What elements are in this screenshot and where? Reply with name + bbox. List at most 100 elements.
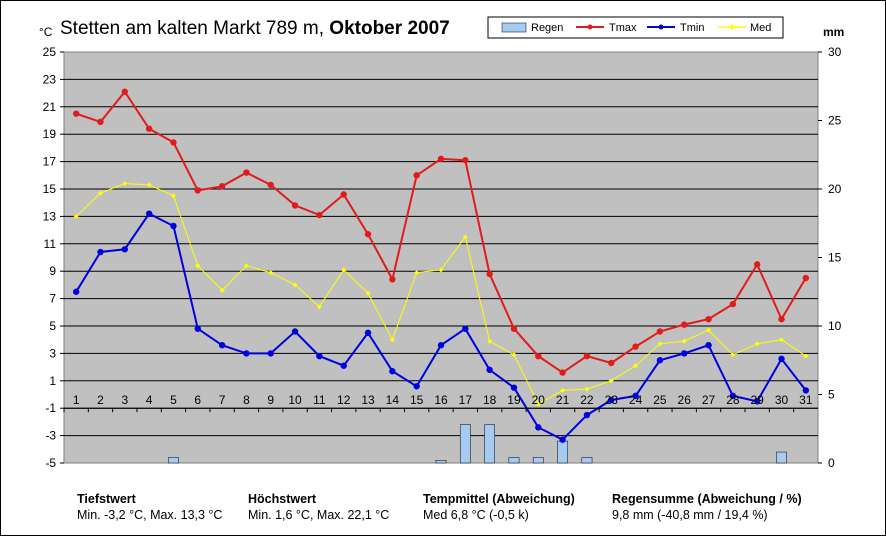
- point-tmin: [291, 328, 299, 335]
- x-tick-label: 1: [73, 393, 80, 407]
- point-tmax: [437, 155, 445, 163]
- point-med: [122, 181, 128, 187]
- x-tick-label: 6: [194, 393, 201, 407]
- point-tmin: [729, 392, 737, 400]
- stat-tiefstwert-value: Min. -3,2 °C, Max. 13,3 °C: [77, 508, 223, 522]
- stat-tempmittel-value: Med 6,8 °C (-0,5 k): [423, 508, 529, 522]
- bar-regen: [532, 457, 544, 464]
- point-tmin: [194, 325, 201, 332]
- point-med: [681, 338, 687, 344]
- x-tick-label: 24: [629, 393, 643, 407]
- point-med: [462, 234, 468, 240]
- y-left-tick-label: 21: [43, 100, 57, 114]
- y-right-tick-label: 0: [828, 456, 835, 470]
- x-tick-label: 3: [121, 393, 128, 407]
- x-tick-label: 16: [434, 393, 448, 407]
- x-tick-label: 20: [532, 393, 546, 407]
- point-tmax: [72, 110, 80, 117]
- bar-regen: [508, 457, 520, 464]
- x-tick-label: 2: [97, 393, 104, 407]
- legend: Regen Tmax Tmin Med: [487, 16, 784, 39]
- y-right-tick-label: 5: [828, 388, 835, 402]
- bar-regen: [581, 457, 593, 464]
- point-med: [219, 287, 225, 293]
- y-right-tick-label: 25: [828, 114, 842, 128]
- point-tmax: [218, 183, 226, 190]
- point-tmax: [267, 181, 274, 189]
- x-tick-label: 8: [243, 393, 250, 407]
- y-left-tick-label: 17: [43, 155, 57, 169]
- point-med: [730, 352, 736, 358]
- title-month: Oktober: [329, 18, 402, 39]
- left-unit: °C: [39, 25, 53, 39]
- x-tick-label: 11: [313, 393, 326, 407]
- point-med: [754, 341, 760, 347]
- point-tmax: [608, 359, 615, 367]
- y-right-tick-label: 20: [828, 182, 842, 196]
- point-tmin: [632, 392, 639, 400]
- point-tmin: [535, 424, 542, 431]
- point-tmin: [681, 350, 688, 357]
- point-med: [633, 363, 639, 369]
- stat-tempmittel-heading: Tempmittel (Abweichung): [423, 492, 575, 506]
- x-tick-label: 19: [507, 393, 521, 407]
- stat-regensumme-value: 9,8 mm (-40,8 mm / 19,4 %): [612, 508, 768, 522]
- point-med: [292, 282, 298, 288]
- x-tick-label: 14: [386, 393, 400, 407]
- point-tmin: [243, 350, 250, 357]
- point-tmin: [486, 366, 493, 374]
- x-tick-label: 17: [459, 393, 473, 407]
- x-tick-label: 18: [483, 393, 497, 407]
- x-tick-label: 27: [702, 393, 716, 407]
- point-tmin: [608, 396, 615, 404]
- x-tick-label: 28: [726, 393, 740, 407]
- point-med: [779, 337, 785, 343]
- y-left-tick-label: -5: [45, 456, 56, 470]
- x-tick-label: 22: [580, 393, 594, 407]
- y-left-tick-label: 3: [49, 346, 56, 360]
- point-tmax: [145, 125, 153, 132]
- point-tmax: [243, 169, 250, 176]
- point-med: [560, 387, 566, 393]
- point-tmin: [413, 383, 420, 390]
- point-tmin: [583, 411, 591, 419]
- y-left-tick-label: 1: [49, 374, 56, 388]
- point-tmin: [559, 436, 566, 443]
- y-left-tick-label: 11: [44, 237, 57, 251]
- point-tmax: [753, 261, 761, 268]
- bar-regen: [557, 440, 568, 464]
- y-left-tick-label: 13: [43, 209, 57, 223]
- x-tick-label: 15: [410, 393, 424, 407]
- point-tmax: [705, 315, 712, 323]
- bar-regen: [484, 424, 496, 464]
- x-tick-label: 13: [361, 393, 375, 407]
- point-tmin: [121, 246, 129, 253]
- stat-regensumme: Regensumme (Abweichung / %) 9,8 mm (-40,…: [612, 491, 802, 523]
- legend-label-regen: Regen: [531, 22, 563, 34]
- x-tick-label: 30: [775, 393, 789, 407]
- y-right-tick-label: 30: [828, 45, 842, 59]
- bar-regen: [776, 451, 787, 464]
- legend-label-tmax: Tmax: [609, 22, 637, 34]
- point-tmax: [583, 352, 591, 360]
- point-med: [146, 182, 152, 188]
- bar-regen: [459, 424, 471, 464]
- point-tmax: [97, 118, 104, 126]
- stat-hoechstwert-value: Min. 1,6 °C, Max. 22,1 °C: [248, 508, 390, 522]
- point-tmin: [462, 325, 469, 332]
- point-tmin: [97, 248, 104, 256]
- y-left-tick-label: 19: [43, 127, 57, 141]
- point-med: [803, 353, 809, 359]
- point-med: [487, 338, 493, 344]
- point-tmax: [656, 328, 664, 335]
- x-tick-label: 25: [653, 393, 667, 407]
- point-med: [389, 337, 395, 343]
- x-tick-label: 12: [337, 393, 351, 407]
- point-med: [511, 352, 517, 358]
- y-left-tick-label: -3: [45, 429, 56, 443]
- point-tmin: [778, 355, 785, 363]
- right-unit: mm: [823, 25, 844, 39]
- point-tmin: [267, 350, 274, 357]
- point-med: [706, 327, 712, 333]
- x-tick-label: 21: [556, 393, 570, 407]
